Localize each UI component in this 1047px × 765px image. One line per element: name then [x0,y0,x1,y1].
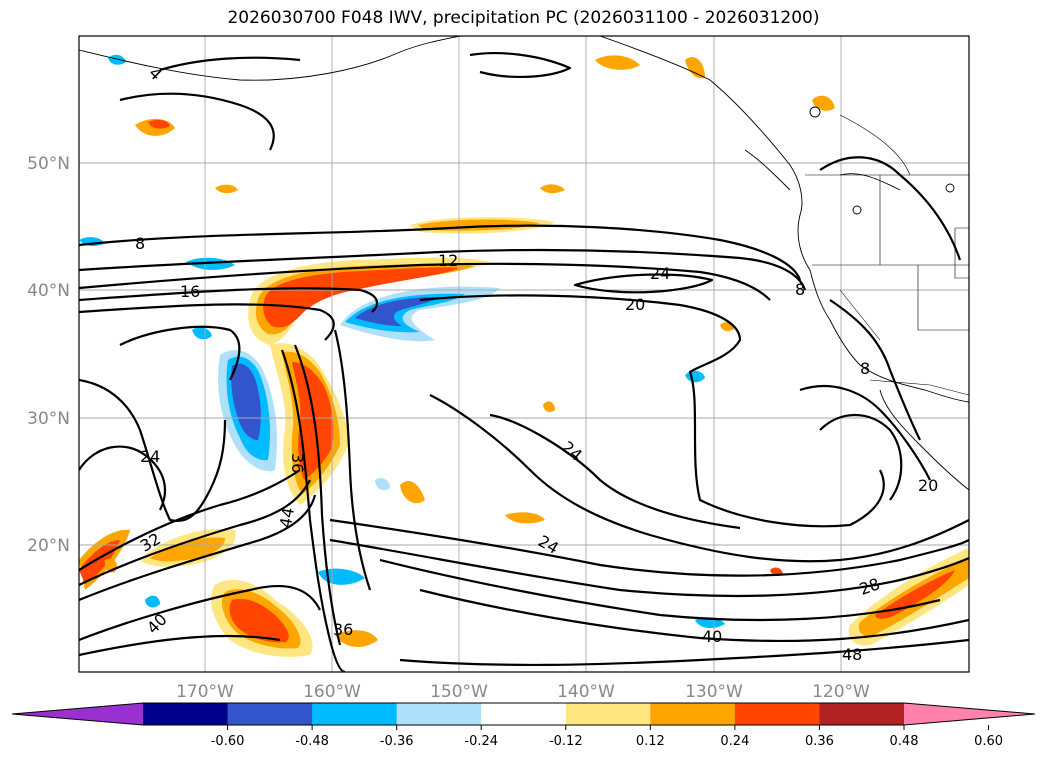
colorbar-tick-label: -0.36 [380,734,414,749]
contour-label: 36 [288,453,307,473]
colorbar-bin [819,703,905,725]
contour-label: 40 [143,610,171,638]
contour-label: 12 [438,251,458,270]
longitude-label: 150°W [430,682,488,702]
colorbar-outline [11,702,1036,726]
latitude-label: 30°N [27,409,70,429]
colorbar-tick-label: -0.60 [211,734,245,749]
colorbar-tick-label: 0.36 [805,734,834,749]
contour-label: 16 [180,282,200,301]
colorbar-tick-label: -0.48 [295,734,329,749]
graticule [79,36,969,672]
contour-label: 36 [333,620,353,639]
colorbar-bin [227,703,313,725]
plot-frame [78,35,970,673]
colorbar-tick-label: 0.12 [636,734,665,749]
colorbar: -0.60 -0.48 -0.36 -0.24 -0.12 0.12 0.24 0.36 0.4… [11,702,1036,749]
contour-label: 20 [625,295,645,314]
colorbar-tick-label: 0.60 [974,734,1003,749]
contour-label: 24 [140,447,160,466]
longitude-label: 120°W [812,682,870,702]
latitude-labels: 50°N 40°N 30°N 20°N [27,154,70,556]
precipitation-shading [79,55,969,657]
contour-label: 44 [276,506,298,529]
longitude-labels: 170°W 160°W 150°W 140°W 130°W 120°W [176,682,870,702]
colorbar-tick-label: 0.24 [720,734,749,749]
colorbar-tick-label: -0.12 [549,734,583,749]
colorbar-bin [143,703,229,725]
longitude-label: 160°W [303,682,361,702]
contour-label: 8 [135,234,145,253]
longitude-label: 140°W [557,682,615,702]
contour-label: 28 [857,574,883,599]
colorbar-extend-high [904,703,1035,725]
iwv-contours [79,52,969,672]
contour-label: 24 [558,437,586,465]
borders [805,114,969,396]
contour-label: 8 [860,359,870,378]
coastlines [79,36,969,491]
colorbar-bin [396,703,482,725]
contour-label: 24 [650,264,670,283]
contour-label: 48 [842,645,862,664]
map-title: 2026030700 F048 IWV, precipitation PC (2… [227,8,820,28]
colorbar-tick-label: 0.48 [890,734,919,749]
latitude-label: 40°N [27,281,70,301]
colorbar-extend-low [12,703,143,725]
colorbar-tick-label: -0.24 [464,734,498,749]
contour-label: 4 [145,63,166,84]
contour-label: 20 [918,476,938,495]
latitude-label: 50°N [27,154,70,174]
colorbar-bin [565,703,651,725]
colorbar-bin [312,703,398,725]
colorbar-bin [481,703,567,725]
longitude-label: 130°W [685,682,743,702]
map-plot-area [79,36,969,672]
contour-label: 40 [702,627,722,646]
colorbar-bin [650,703,736,725]
contour-label: 8 [795,280,805,299]
longitude-label: 170°W [176,682,234,702]
latitude-label: 20°N [27,536,70,556]
colorbar-bin [734,703,820,725]
